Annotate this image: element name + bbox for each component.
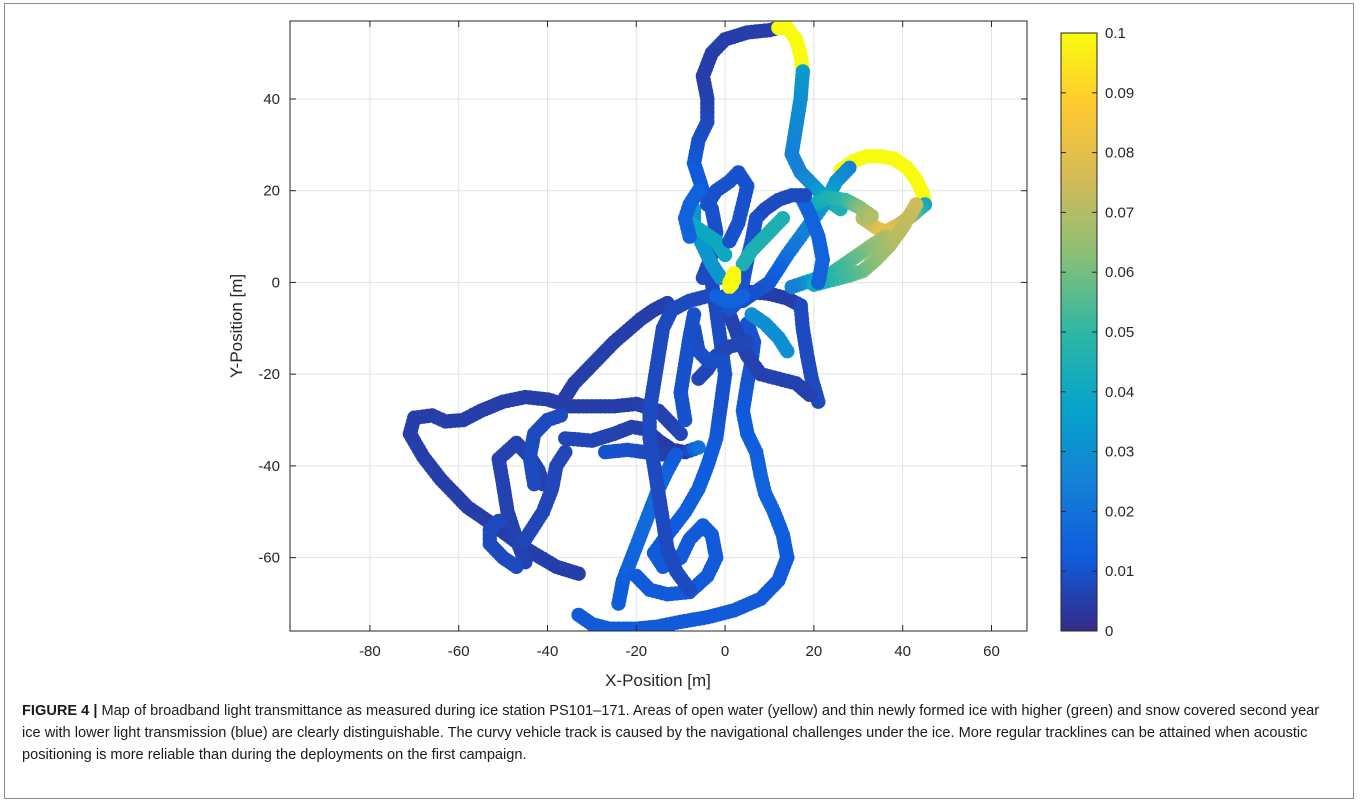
track-point [491,513,506,529]
y-tick-label: -20 [258,366,280,383]
track-point [735,256,751,272]
x-tick-label: 40 [894,643,911,660]
y-tick-label: -40 [258,458,280,475]
y-tick-label: 20 [263,183,280,200]
colorbar-tick-label: 0.09 [1105,85,1134,102]
track-point [558,444,573,460]
track-point [735,289,751,304]
plot-border [289,20,1028,632]
colorbar-tick-label: 0.07 [1105,204,1134,221]
track-point [780,344,795,359]
colorbar-tick-label: 0.06 [1105,264,1134,281]
track-point [553,408,568,423]
colorbar-tick-label: 0.03 [1105,444,1134,461]
colorbar-tick-label: 0.08 [1105,145,1134,162]
colorbar [1060,32,1098,632]
track-point [864,208,879,224]
track-point [691,440,706,455]
x-tick-label: -20 [625,643,647,660]
track-point [713,353,728,368]
x-tick-label: 0 [721,643,729,660]
figure-frame [4,3,1354,799]
x-tick-label: -60 [448,643,470,660]
track-point [722,275,737,290]
colorbar-tick-label: 0.02 [1105,503,1134,520]
y-tick-label: 40 [263,91,280,108]
track-point [669,447,684,462]
track-point [717,247,733,263]
x-tick-label: -80 [359,643,381,660]
track-point [686,307,702,322]
colorbar-tick-label: 0.01 [1105,563,1134,580]
track-point [811,275,826,290]
axes: -80 -60 -40 -20 0 20 40 60 -60 -40 -20 0 20 40 [258,21,1027,660]
track-point [802,387,817,402]
data-points [402,21,933,631]
track-point [722,234,737,249]
y-tick-label: 0 [272,274,280,291]
figure-label: FIGURE 4 | [22,703,98,719]
x-tick-label: 20 [806,643,823,660]
colorbar-ticks: 0 0.01 0.02 0.03 0.04 0.05 0.06 0.07 0.08 0.09 0.1 [1061,25,1134,640]
scatter-chart: -80 -60 -40 -20 0 20 40 60 -60 -40 -20 0 20 40 X-Posi… [227,20,1134,690]
track-point [673,426,688,441]
caption-text: Map of broadband light transmittance as … [22,703,1320,763]
colorbar-tick-label: 0 [1105,623,1113,640]
figure-caption: FIGURE 4 | Map of broadband light transm… [22,700,1337,766]
colorbar-tick-label: 0.1 [1105,25,1126,42]
track-point [691,371,706,386]
track-point [784,279,799,295]
x-tick-label: -40 [537,643,559,660]
y-tick-label: -60 [258,550,280,567]
x-axis-label: X-Position [m] [605,671,711,690]
colorbar-tick-label: 0.04 [1105,384,1134,401]
x-tick-label: 60 [983,643,1000,660]
y-axis-label: Y-Position [m] [227,274,246,378]
colorbar-tick-label: 0.05 [1105,324,1134,341]
track-point [682,229,697,244]
